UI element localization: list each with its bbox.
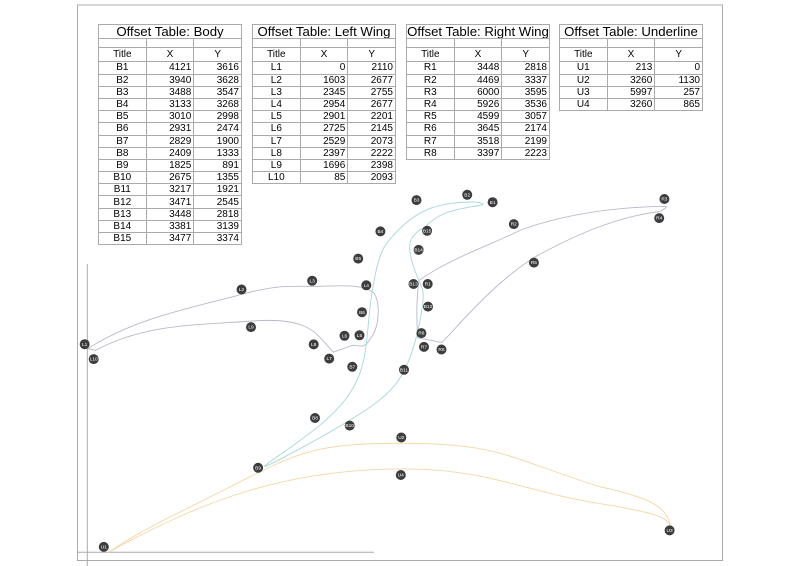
svg-text:B3: B3 — [414, 198, 420, 204]
svg-text:R5: R5 — [531, 260, 537, 266]
svg-text:L7: L7 — [327, 356, 333, 362]
svg-text:L9: L9 — [248, 325, 254, 331]
svg-text:U3: U3 — [667, 528, 673, 534]
svg-text:B9: B9 — [255, 465, 261, 471]
svg-text:L8: L8 — [311, 342, 317, 348]
svg-text:B10: B10 — [345, 423, 354, 429]
svg-text:R4: R4 — [656, 216, 662, 222]
svg-text:R7: R7 — [421, 345, 427, 351]
svg-text:R8: R8 — [418, 331, 424, 337]
svg-text:L5: L5 — [357, 333, 363, 339]
svg-text:R1: R1 — [425, 282, 431, 288]
svg-text:R3: R3 — [661, 197, 667, 203]
svg-text:B1: B1 — [490, 200, 496, 206]
svg-text:L4: L4 — [364, 283, 370, 289]
svg-text:B4: B4 — [377, 229, 383, 235]
svg-text:U2: U2 — [398, 435, 404, 441]
svg-text:L3: L3 — [310, 278, 316, 284]
svg-text:B13: B13 — [409, 282, 418, 288]
svg-text:B7: B7 — [349, 364, 355, 370]
svg-text:U4: U4 — [398, 473, 404, 479]
svg-text:B15: B15 — [423, 228, 432, 234]
svg-text:R2: R2 — [511, 222, 517, 228]
svg-text:B12: B12 — [424, 304, 433, 310]
svg-text:L10: L10 — [90, 357, 98, 363]
svg-text:B8: B8 — [312, 416, 318, 422]
svg-text:L1: L1 — [82, 342, 88, 348]
svg-text:L6: L6 — [342, 333, 348, 339]
svg-text:B2: B2 — [464, 192, 470, 198]
svg-text:B6: B6 — [359, 310, 365, 316]
svg-text:B5: B5 — [355, 256, 361, 262]
svg-text:B14: B14 — [414, 248, 423, 254]
svg-text:L2: L2 — [239, 287, 245, 293]
svg-text:B11: B11 — [400, 367, 409, 373]
svg-text:R6: R6 — [438, 347, 444, 353]
svg-text:U1: U1 — [101, 545, 107, 551]
